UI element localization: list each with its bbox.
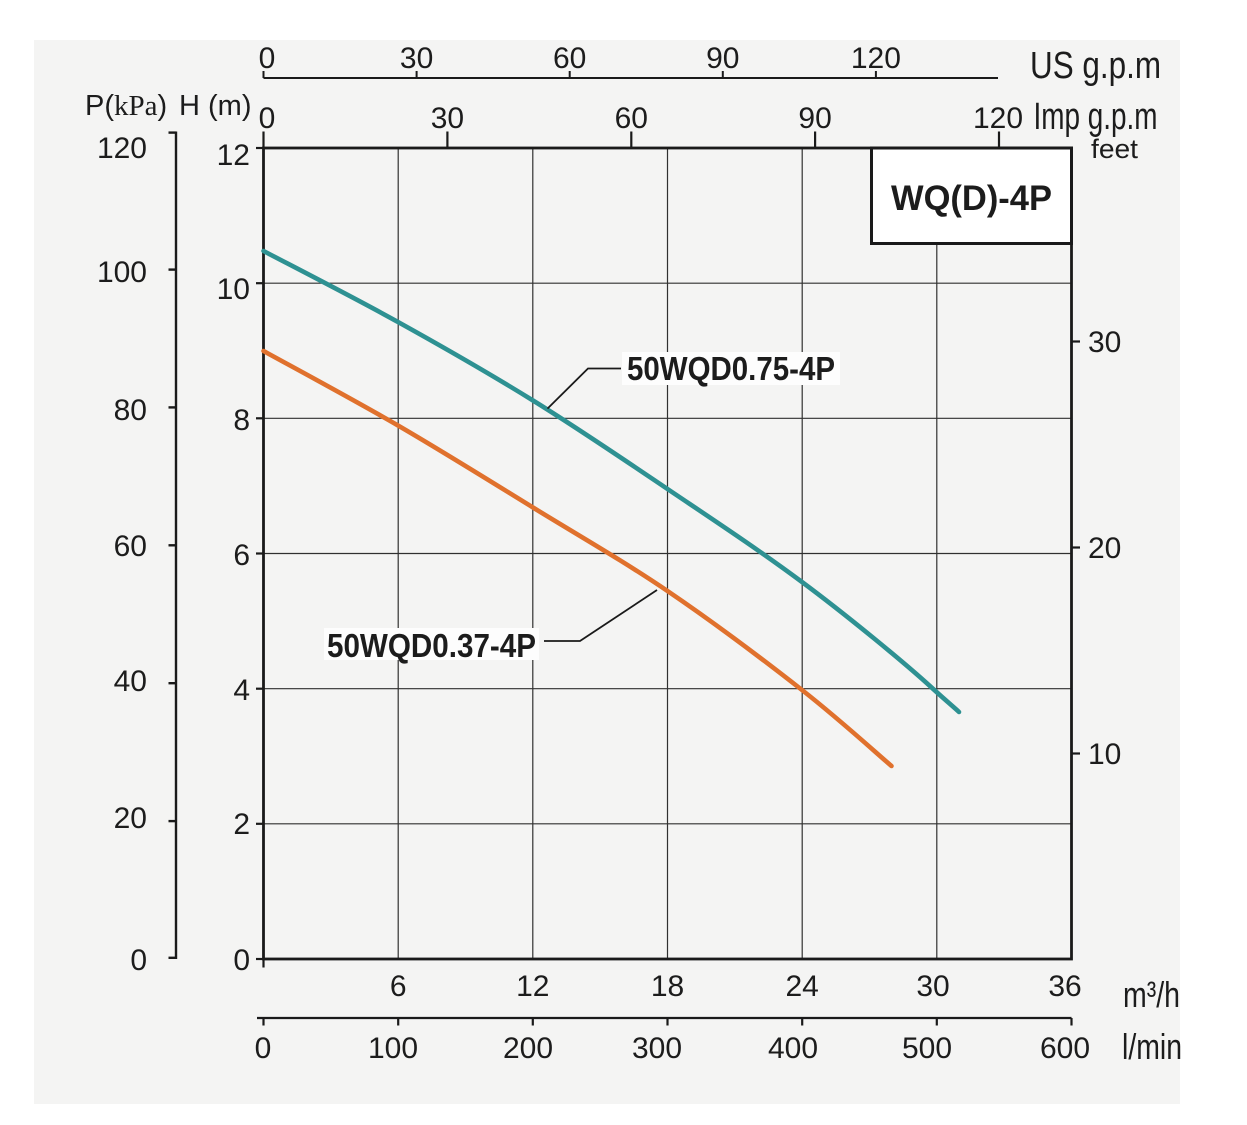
svg-text:l/min: l/min [1122, 1026, 1182, 1067]
svg-text:60: 60 [615, 102, 648, 135]
svg-text:0: 0 [130, 944, 147, 977]
svg-text:US g.p.m: US g.p.m [1030, 45, 1161, 87]
svg-text:20: 20 [1088, 532, 1121, 565]
svg-text:200: 200 [503, 1032, 553, 1065]
svg-text:WQ(D)-4P: WQ(D)-4P [891, 179, 1052, 218]
svg-text:6: 6 [390, 970, 407, 1003]
svg-text:2: 2 [233, 808, 250, 841]
svg-text:feet: feet [1091, 134, 1139, 164]
svg-text:600: 600 [1040, 1032, 1090, 1065]
svg-text:10: 10 [217, 273, 250, 306]
svg-text:24: 24 [786, 970, 819, 1003]
svg-text:30: 30 [916, 970, 949, 1003]
svg-text:30: 30 [431, 102, 464, 135]
svg-text:H (m): H (m) [179, 90, 251, 122]
svg-text:20: 20 [114, 802, 147, 835]
svg-text:50WQD0.75-4P: 50WQD0.75-4P [627, 350, 835, 387]
svg-text:12: 12 [516, 970, 549, 1003]
svg-text:30: 30 [1088, 326, 1121, 359]
svg-text:12: 12 [217, 139, 250, 172]
svg-text:60: 60 [114, 530, 147, 563]
svg-text:18: 18 [651, 970, 684, 1003]
svg-text:100: 100 [97, 256, 147, 289]
svg-text:0: 0 [233, 944, 250, 977]
svg-text:60: 60 [553, 42, 586, 75]
svg-text:50WQD0.37-4P: 50WQD0.37-4P [327, 627, 536, 664]
svg-text:0: 0 [259, 102, 276, 135]
svg-text:30: 30 [400, 42, 433, 75]
svg-text:120: 120 [97, 132, 147, 165]
svg-text:36: 36 [1048, 970, 1081, 1003]
svg-text:90: 90 [798, 102, 831, 135]
svg-text:10: 10 [1088, 738, 1121, 771]
svg-text:120: 120 [973, 102, 1023, 135]
svg-text:8: 8 [233, 404, 250, 437]
svg-text:6: 6 [233, 539, 250, 572]
svg-text:500: 500 [902, 1032, 952, 1065]
svg-text:400: 400 [768, 1032, 818, 1065]
svg-text:0: 0 [255, 1032, 272, 1065]
svg-text:300: 300 [632, 1032, 682, 1065]
svg-text:100: 100 [368, 1032, 418, 1065]
svg-text:90: 90 [706, 42, 739, 75]
svg-text:80: 80 [114, 394, 147, 427]
svg-text:120: 120 [851, 42, 901, 75]
svg-text:40: 40 [114, 665, 147, 698]
svg-text:0: 0 [259, 42, 276, 75]
svg-text:m³/h: m³/h [1123, 974, 1180, 1015]
svg-text:P(kPa): P(kPa) [85, 90, 167, 122]
svg-text:4: 4 [233, 674, 250, 707]
svg-text:Imp g.p.m: Imp g.p.m [1034, 96, 1158, 138]
